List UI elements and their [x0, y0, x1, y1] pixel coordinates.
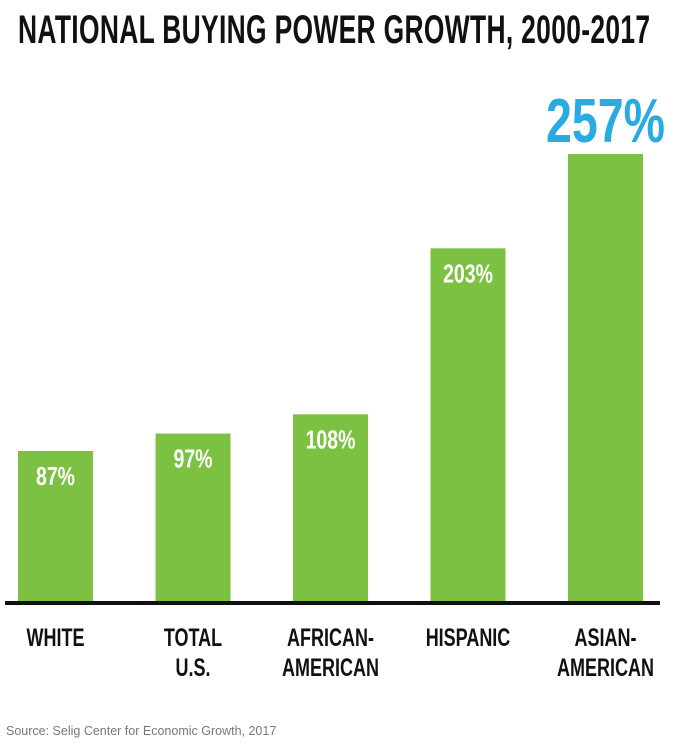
source-note: Source: Selig Center for Economic Growth… — [6, 724, 277, 738]
bar — [155, 433, 231, 603]
category-label: ASIAN- — [575, 623, 637, 652]
bar-value-label: 108% — [306, 425, 356, 454]
category-label: U.S. — [176, 653, 211, 682]
bar-chart: 87%WHITE97%TOTALU.S.108%AFRICAN-AMERICAN… — [5, 85, 665, 682]
bar — [430, 248, 506, 603]
chart-title: NATIONAL BUYING POWER GROWTH, 2000-2017 — [18, 8, 680, 53]
chart-title-text: NATIONAL BUYING POWER GROWTH, 2000-2017 — [18, 8, 651, 52]
bar-value-label: 97% — [173, 444, 212, 473]
category-label: HISPANIC — [426, 623, 511, 652]
category-label: TOTAL — [164, 623, 222, 652]
category-label: WHITE — [27, 623, 85, 652]
category-label: AFRICAN- — [287, 623, 374, 652]
bar — [293, 414, 368, 603]
bar — [568, 154, 643, 603]
category-label: AMERICAN — [557, 653, 654, 682]
bar-value-label: 257% — [546, 85, 665, 155]
bar — [18, 451, 93, 603]
category-label: AMERICAN — [282, 653, 379, 682]
bar-value-label: 203% — [443, 259, 493, 288]
bar-value-label: 87% — [36, 461, 75, 490]
